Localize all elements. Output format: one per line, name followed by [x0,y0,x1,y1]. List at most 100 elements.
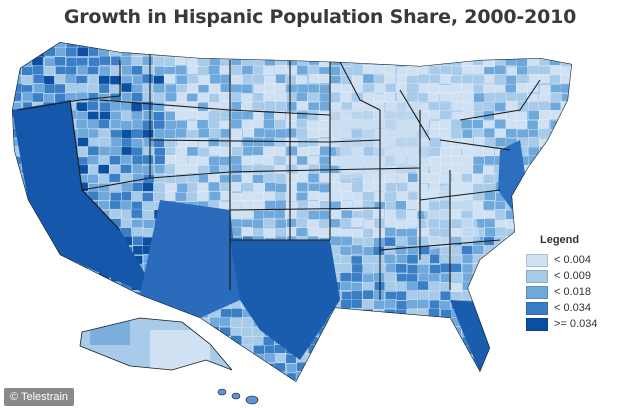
county-cell [406,290,418,300]
county-cell [395,371,407,382]
county-cell [12,246,22,257]
county-cell [88,137,100,148]
county-cell [384,74,396,85]
county-cell [209,372,221,382]
county-cell [505,128,517,138]
county-cell [33,42,45,49]
county-cell [584,372,595,381]
county-cell [208,93,221,103]
county-cell [241,42,254,49]
legend-label: >= 0.034 [554,318,598,330]
county-cell [572,193,583,202]
county-cell [32,92,44,103]
county-cell [33,31,44,40]
county-cell [538,31,549,40]
county-cell [44,326,57,336]
county-cell [561,354,572,364]
county-cell [363,246,375,256]
county-cell [571,219,572,229]
county-cell [572,382,583,391]
county-cell [11,30,22,39]
county-cell [141,73,154,84]
county-cell [130,102,143,112]
county-cell [131,56,143,66]
county-cell [461,83,473,93]
county-cell [340,281,352,291]
county-cell [120,200,132,211]
county-cell [495,380,507,382]
county-cell [439,56,452,67]
county-cell [460,48,473,58]
county-cell [494,254,507,264]
county-cell [230,47,242,57]
county-cell [472,119,484,129]
county-cell [0,202,11,211]
county-cell [187,156,199,166]
county-cell [395,209,407,219]
county-cell [253,137,265,147]
county-cell [550,372,563,382]
county-cell [12,345,24,355]
county-cell [32,335,44,345]
county-cell [528,353,540,364]
county-cell [109,165,121,175]
county-cell [319,183,331,194]
county-cell [472,183,484,193]
county-cell [20,273,33,283]
county-cell [164,381,176,382]
county-cell [482,146,495,156]
county-cell [220,191,232,201]
county-cell [418,74,430,84]
county-cell [505,264,517,274]
county-cell [506,75,518,85]
county-cell [55,263,67,273]
county-cell [460,119,473,129]
county-cell [407,191,420,202]
county-cell [527,335,540,345]
county-cell [329,335,341,345]
county-cell [461,155,474,165]
county-cell [142,228,154,238]
county-cell [318,380,331,382]
county-cell [571,83,572,93]
county-cell [242,182,255,192]
county-cell [0,102,10,111]
county-cell [417,65,429,76]
county-cell [121,92,134,102]
county-cell [286,92,298,102]
county-cell [231,192,243,203]
county-cell [308,164,320,174]
county-cell [274,146,286,156]
county-cell [66,29,77,38]
legend-swatch [526,285,548,299]
county-cell [528,110,540,120]
county-cell [264,129,276,139]
county-cell [495,336,507,346]
county-cell [495,226,507,237]
county-cell [241,327,254,337]
county-cell [329,327,341,337]
county-cell [285,191,297,202]
county-cell [186,48,198,58]
county-cell [99,308,111,319]
county-cell [153,192,165,202]
county-cell [175,192,187,202]
county-cell [109,372,121,382]
county-cell [528,218,540,228]
county-cell [276,31,287,40]
county-cell [528,147,540,157]
county-cell [527,46,540,57]
county-cell [21,42,34,49]
county-cell [275,156,287,166]
county-cell [44,353,56,364]
county-cell [484,317,496,328]
county-cell [176,42,188,48]
county-cell [516,120,528,130]
county-cell [132,245,145,255]
county-cell [584,344,595,353]
county-cell [154,173,166,183]
county-cell [528,30,539,39]
county-cell [110,309,122,319]
county-cell [395,200,407,210]
county-cell [570,353,572,364]
